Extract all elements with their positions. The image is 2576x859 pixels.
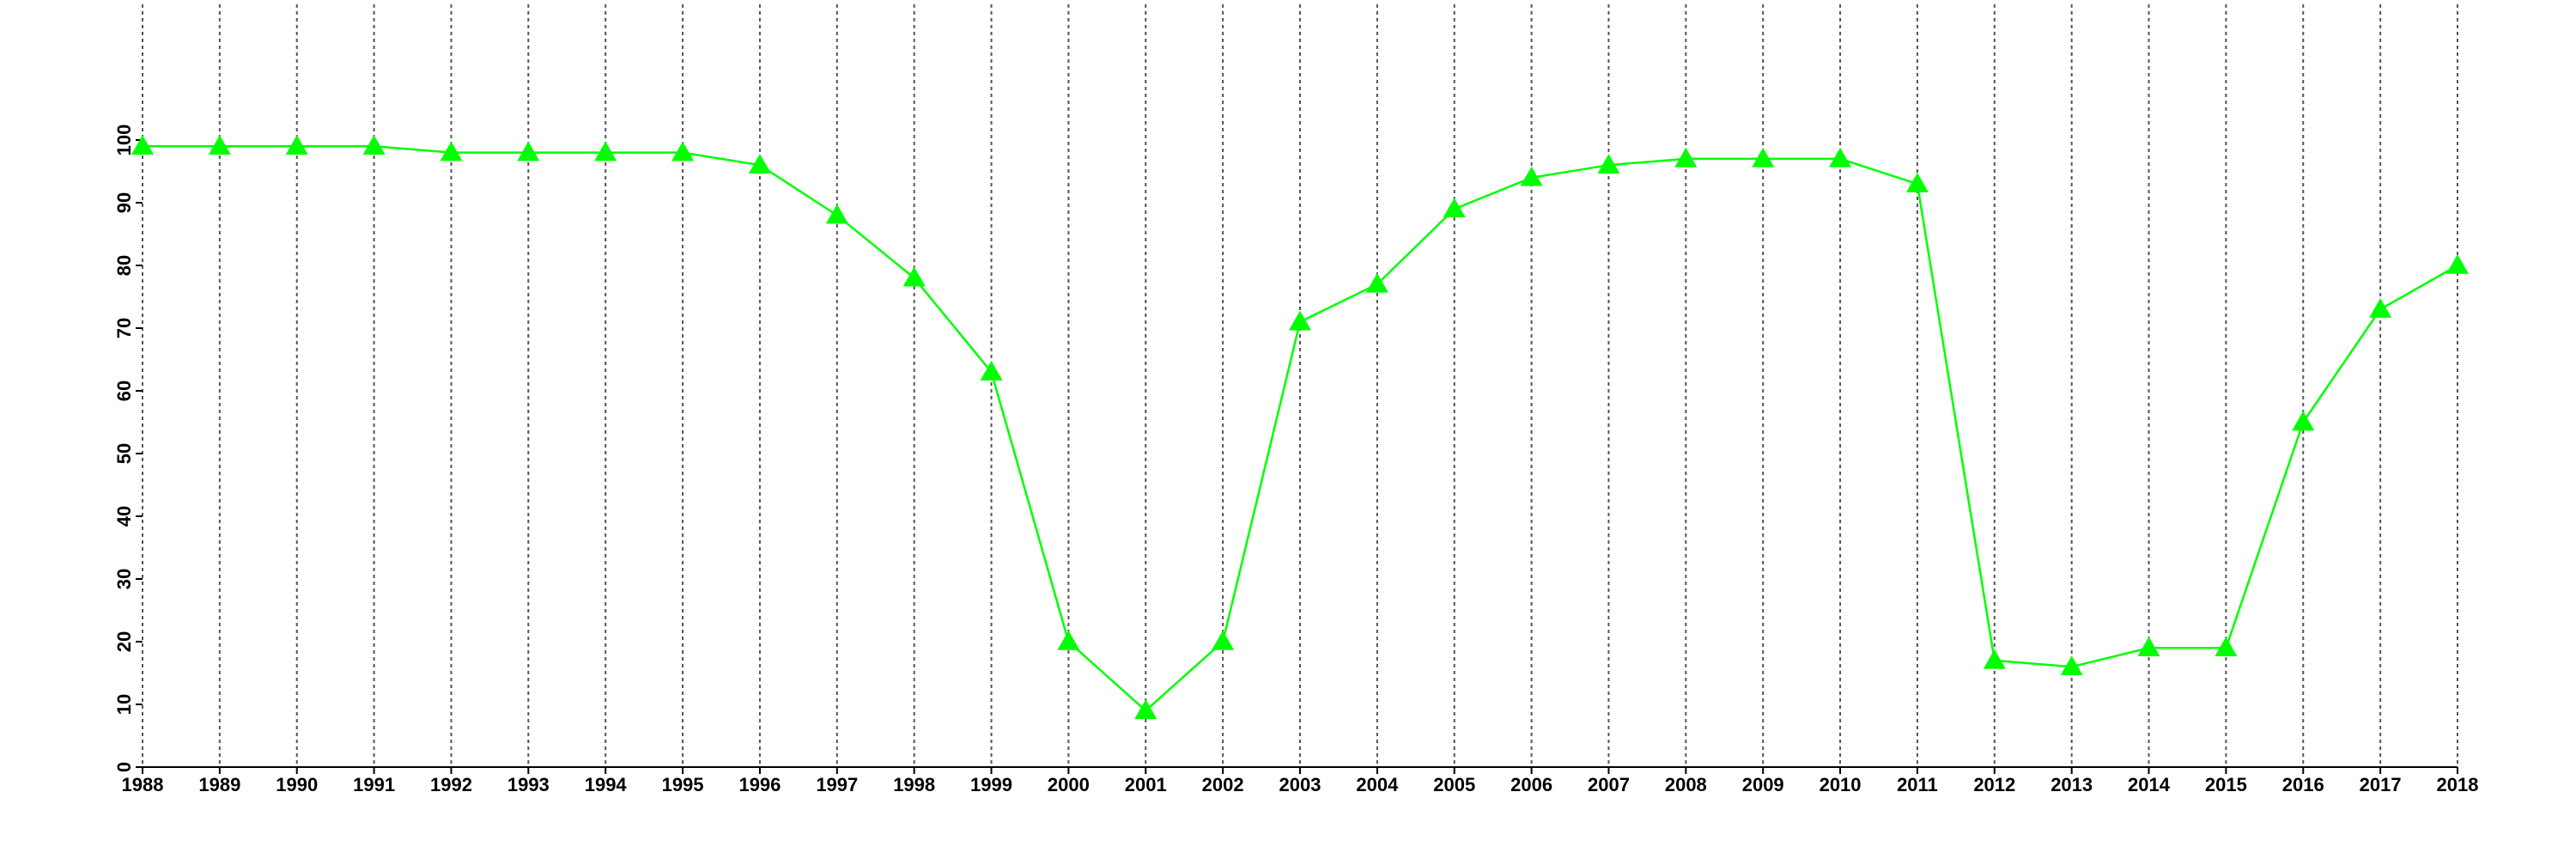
x-tick-label: 2011 [1897, 774, 1938, 795]
marker [517, 141, 540, 161]
marker [1752, 147, 1775, 168]
marker [1520, 166, 1543, 186]
x-tick-label: 1996 [738, 774, 781, 795]
marker [825, 204, 848, 224]
marker [1289, 310, 1311, 331]
x-tick-label: 1995 [662, 774, 704, 795]
marker [2060, 655, 2083, 675]
x-tick-label: 1988 [122, 774, 164, 795]
x-tick-label: 1989 [198, 774, 240, 795]
marker [902, 266, 926, 287]
marker [131, 135, 154, 155]
y-tick-label: 90 [113, 192, 135, 213]
y-tick-label: 80 [113, 255, 135, 276]
y-tick-label: 70 [113, 318, 135, 338]
y-tick-label: 0 [113, 762, 135, 772]
x-tick-label: 1994 [585, 774, 628, 795]
marker [1134, 699, 1157, 720]
marker [1983, 649, 2006, 669]
x-tick-label: 1999 [970, 774, 1012, 795]
x-tick-label: 2002 [1202, 774, 1244, 795]
marker [1829, 147, 1852, 168]
x-tick-label: 1993 [507, 774, 550, 795]
x-tick-label: 2013 [2050, 774, 2093, 795]
marker [594, 141, 617, 161]
marker [1597, 154, 1620, 174]
x-tick-label: 2003 [1279, 774, 1321, 795]
x-tick-label: 1990 [276, 774, 318, 795]
x-tick-label: 2010 [1820, 774, 1862, 795]
marker [1674, 147, 1698, 168]
x-tick-label: 2006 [1510, 774, 1552, 795]
y-tick-label: 100 [113, 125, 135, 156]
marker [1365, 272, 1388, 293]
marker [1212, 631, 1235, 650]
marker [285, 135, 308, 155]
marker [208, 135, 231, 155]
x-tick-label: 2009 [1742, 774, 1784, 795]
marker [671, 141, 695, 161]
y-tick-label: 60 [113, 381, 135, 401]
x-tick-label: 2001 [1125, 774, 1167, 795]
marker [440, 141, 463, 161]
y-tick-label: 50 [113, 443, 135, 464]
marker [362, 135, 386, 155]
marker [2369, 298, 2392, 318]
x-tick-label: 2018 [2437, 774, 2479, 795]
x-tick-label: 2014 [2128, 774, 2171, 795]
x-tick-label: 1991 [353, 774, 395, 795]
x-tick-label: 2004 [1356, 774, 1399, 795]
marker [1443, 198, 1466, 218]
marker [2446, 254, 2469, 274]
marker [1057, 631, 1080, 650]
marker [2137, 637, 2160, 657]
y-tick-label: 40 [113, 506, 135, 527]
x-tick-label: 2017 [2360, 774, 2402, 795]
y-tick-label: 10 [113, 694, 135, 715]
x-tick-label: 2007 [1588, 774, 1630, 795]
x-tick-label: 2005 [1433, 774, 1475, 795]
marker [2292, 411, 2315, 431]
x-tick-label: 2015 [2205, 774, 2247, 795]
x-tick-label: 2000 [1048, 774, 1090, 795]
x-tick-label: 1997 [816, 774, 858, 795]
x-tick-label: 2016 [2282, 774, 2324, 795]
marker [748, 154, 771, 174]
y-tick-label: 30 [113, 569, 135, 589]
x-tick-label: 2008 [1665, 774, 1707, 795]
y-tick-label: 20 [113, 631, 135, 652]
marker [2215, 637, 2238, 657]
x-tick-label: 1992 [430, 774, 472, 795]
marker [1905, 173, 1929, 192]
marker [980, 361, 1003, 381]
x-tick-label: 2012 [1973, 774, 2015, 795]
x-tick-label: 1998 [893, 774, 935, 795]
